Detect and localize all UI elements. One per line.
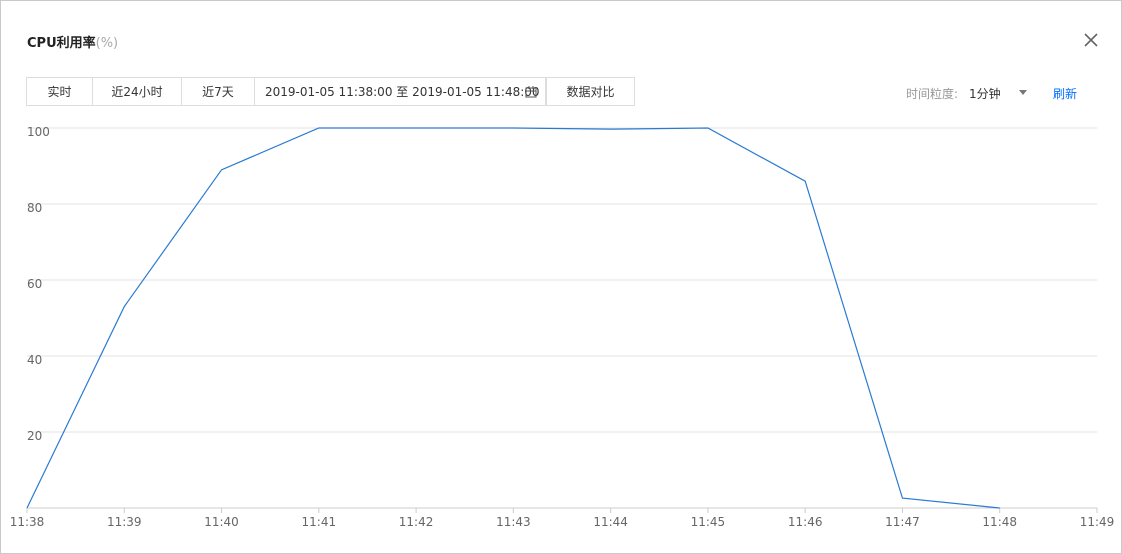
x-tick-label: 11:49 <box>1080 515 1115 529</box>
granularity-label: 时间粒度: <box>906 87 959 101</box>
x-tick-label: 11:47 <box>885 515 920 529</box>
x-tick-label: 11:46 <box>788 515 823 529</box>
date-range[interactable]: 2019-01-05 11:38:00 至 2019-01-05 11:48:0… <box>254 77 546 106</box>
title-row: CPU利用率(%) <box>27 32 118 51</box>
x-tick-label: 11:42 <box>399 515 434 529</box>
y-tick-label: 20 <box>27 429 42 443</box>
y-tick-label: 100 <box>27 125 50 139</box>
x-tick-label: 11:48 <box>982 515 1017 529</box>
line-series <box>26 127 1000 509</box>
date-range-text: 2019-01-05 11:38:00 至 2019-01-05 11:48:0… <box>265 85 540 99</box>
close-button[interactable] <box>1084 33 1098 47</box>
dropdown-arrow[interactable] <box>1019 90 1028 96</box>
x-tick-label: 11:44 <box>593 515 628 529</box>
granularity-select[interactable]: 1分钟 <box>969 87 1001 101</box>
range-button[interactable]: 近7天 <box>181 77 255 106</box>
y-tick-label: 40 <box>27 353 42 367</box>
title: CPU利用率 <box>27 36 96 51</box>
chart: 20 40 60 80 100 11:38 11:39 11:40 11:41 11:42 11:4… <box>10 125 1115 529</box>
x-tick-label: 11:45 <box>691 515 726 529</box>
y-tick-label: 80 <box>27 201 42 215</box>
x-tick-label: 11:38 <box>10 515 45 529</box>
range-button[interactable]: 实时 <box>26 77 93 106</box>
x-tick-label: 11:40 <box>204 515 239 529</box>
refresh-link[interactable]: 刷新 <box>1053 87 1078 101</box>
x-tick-label: 11:41 <box>302 515 337 529</box>
range-button[interactable]: 近24小时 <box>92 77 182 106</box>
x-tick-label: 11:39 <box>107 515 142 529</box>
calendar-icon <box>525 86 537 98</box>
unit: (%) <box>95 36 119 51</box>
x-tick-label: 11:43 <box>496 515 531 529</box>
compare-button[interactable]: 数据对比 <box>546 77 635 106</box>
y-tick-label: 60 <box>27 277 42 291</box>
